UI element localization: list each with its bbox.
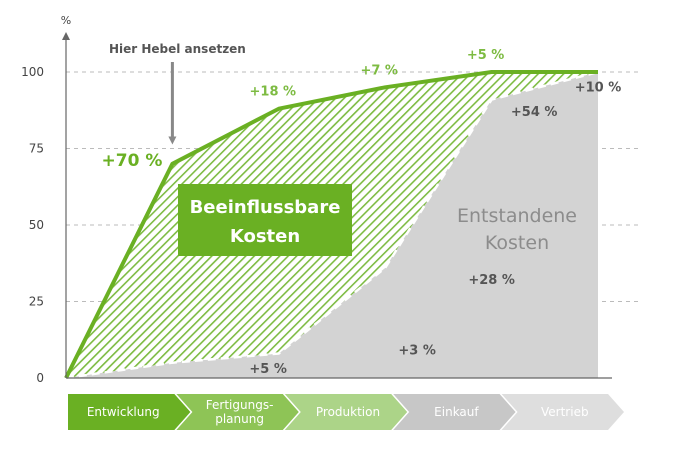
upper-data-label: +5 % xyxy=(467,48,505,63)
phase-chevron xyxy=(284,394,408,430)
y-tick-label: 25 xyxy=(29,295,44,309)
lower-data-label: +5 % xyxy=(249,362,287,377)
entstandene-kosten-label-line1: Entstandene xyxy=(457,205,577,227)
phase-chevron xyxy=(176,394,299,430)
lower-data-label: +28 % xyxy=(468,273,515,288)
series-line-beeinflussbare-kosten xyxy=(64,70,598,379)
entstandene-kosten-label-line2: Kosten xyxy=(485,232,549,254)
upper-data-label: +7 % xyxy=(360,63,398,78)
lower-data-label: +10 % xyxy=(575,80,622,95)
lower-data-label: +54 % xyxy=(511,105,558,120)
y-tick-label: 75 xyxy=(29,142,44,156)
y-tick-label: 0 xyxy=(36,371,44,385)
beeinflussbare-kosten-label-line1: Beeinflussbare xyxy=(190,197,341,218)
phase-label: Fertigungs-planung xyxy=(206,398,274,426)
beeinflussbare-kosten-label-line2: Kosten xyxy=(230,226,300,247)
area-entstandene-kosten xyxy=(66,72,598,378)
y-axis-arrow-icon xyxy=(62,32,70,40)
annotation-label: Hier Hebel ansetzen xyxy=(109,42,246,56)
phase-label: Vertrieb xyxy=(541,405,589,419)
y-axis-unit: % xyxy=(61,14,71,27)
beeinflussbare-kosten-box xyxy=(178,184,352,256)
upper-data-label: +70 % xyxy=(102,151,163,171)
upper-data-label: +18 % xyxy=(250,85,297,100)
phase-label: Produktion xyxy=(316,405,380,419)
y-tick-label: 50 xyxy=(29,218,44,232)
phase-chevron xyxy=(68,394,191,430)
phase-label: Einkauf xyxy=(434,405,479,419)
phase-label: Entwicklung xyxy=(87,405,160,419)
lower-data-label: +3 % xyxy=(398,344,436,359)
y-tick-label: 100 xyxy=(21,65,44,79)
phase-chevron xyxy=(393,394,516,430)
phase-chevron xyxy=(501,394,624,430)
